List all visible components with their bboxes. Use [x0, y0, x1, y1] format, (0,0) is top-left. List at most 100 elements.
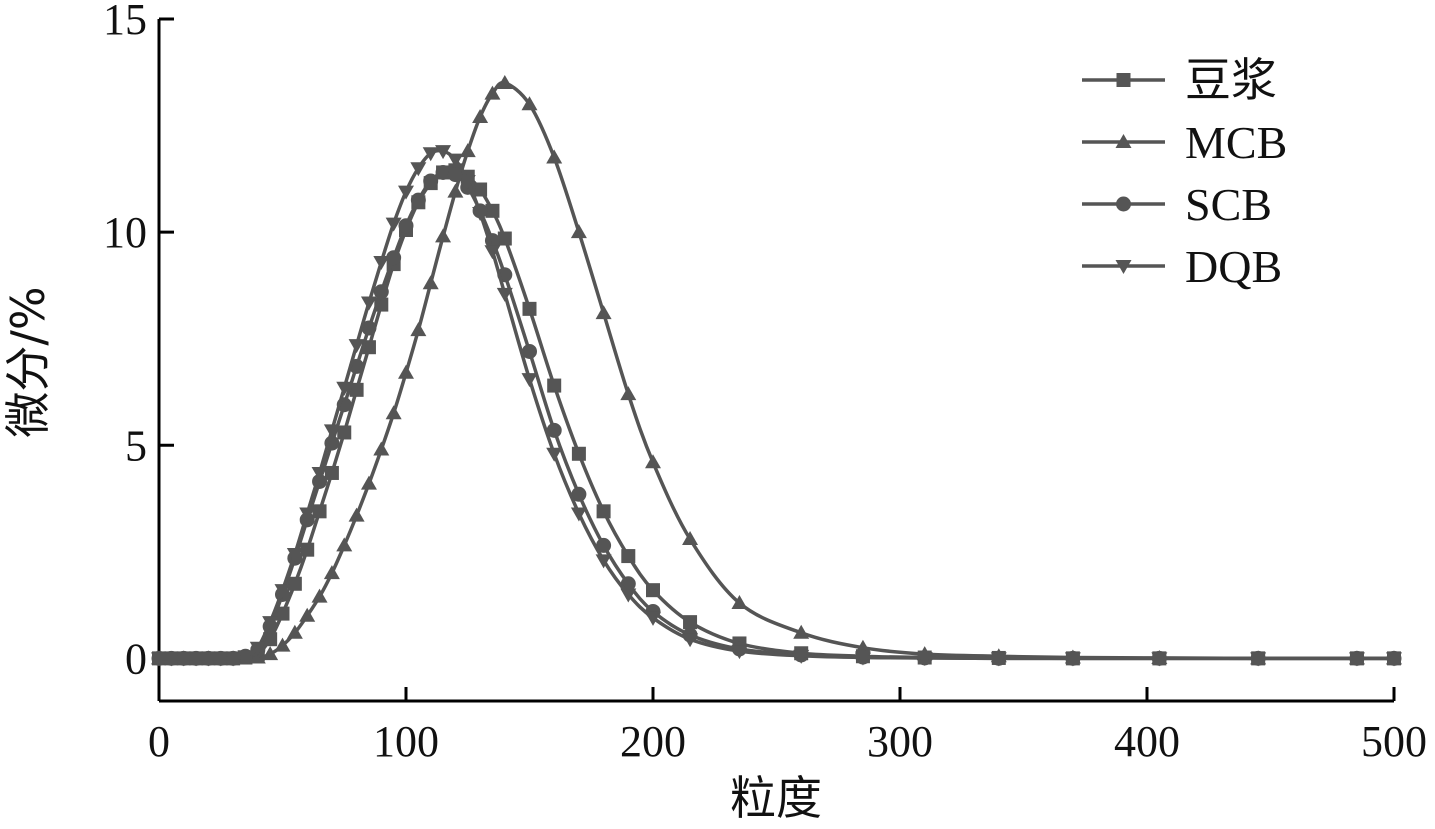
data-point — [275, 606, 290, 621]
data-point — [496, 74, 513, 89]
data-point — [496, 287, 513, 302]
x-tick-label: 500 — [1361, 717, 1427, 766]
data-point — [596, 504, 611, 519]
data-point — [472, 206, 489, 221]
data-point — [731, 594, 748, 609]
data-point — [521, 373, 538, 388]
data-point — [620, 386, 637, 401]
data-point — [571, 446, 586, 461]
data-point — [410, 192, 426, 208]
y-tick-label: 5 — [125, 421, 147, 470]
data-point — [311, 466, 328, 481]
data-point — [645, 611, 661, 626]
data-point — [336, 381, 353, 396]
data-point — [323, 565, 340, 580]
data-point — [175, 652, 192, 667]
legend-marker — [1116, 73, 1131, 87]
data-point — [151, 652, 167, 667]
data-point — [299, 507, 316, 522]
data-point — [546, 447, 563, 462]
data-point — [459, 143, 476, 158]
legend-item: MCB — [1082, 117, 1287, 168]
legend-marker — [1115, 134, 1132, 148]
data-point — [793, 624, 810, 639]
data-point — [621, 549, 636, 564]
series-DQB — [151, 145, 1402, 667]
x-tick-label: 300 — [867, 717, 933, 766]
series-group — [151, 74, 1402, 667]
data-point — [522, 343, 537, 359]
data-point — [497, 231, 512, 246]
data-point — [324, 465, 339, 480]
data-point — [337, 425, 352, 440]
data-point — [1250, 652, 1267, 667]
data-point — [286, 624, 303, 639]
data-point — [854, 651, 871, 666]
data-point — [398, 185, 414, 200]
data-point — [163, 652, 180, 667]
data-point — [212, 652, 229, 667]
data-point — [595, 305, 612, 320]
data-point — [1348, 652, 1365, 667]
data-point — [299, 607, 316, 622]
data-point — [485, 203, 500, 218]
data-point — [682, 633, 699, 648]
data-point — [1151, 652, 1168, 667]
legend-label: MCB — [1185, 117, 1287, 168]
data-point — [435, 145, 452, 160]
data-point — [447, 167, 463, 183]
data-point — [423, 173, 439, 189]
data-point — [323, 424, 340, 439]
data-point — [410, 322, 427, 337]
data-point — [200, 652, 217, 667]
legend-item: DQB — [1082, 241, 1282, 292]
data-point — [435, 228, 452, 243]
legend-marker — [1116, 196, 1131, 212]
data-point — [1064, 652, 1081, 667]
legend-label: 豆浆 — [1185, 53, 1277, 107]
data-point — [360, 296, 377, 311]
data-point — [225, 652, 242, 667]
data-point — [1386, 652, 1402, 667]
data-point — [916, 651, 933, 666]
axes — [157, 19, 1394, 703]
data-point — [546, 149, 563, 164]
data-point — [249, 641, 266, 656]
data-point — [595, 554, 612, 569]
data-point — [386, 250, 402, 266]
data-point — [472, 109, 489, 124]
data-point — [274, 637, 291, 652]
data-point — [522, 301, 537, 316]
data-point — [312, 504, 327, 519]
data-point — [854, 639, 871, 654]
x-axis-title: 粒度 — [730, 771, 822, 825]
data-point — [459, 174, 476, 189]
data-point — [262, 646, 279, 661]
data-point — [410, 162, 427, 177]
y-tick-label: 0 — [125, 634, 147, 683]
data-point — [546, 422, 562, 438]
data-point — [990, 652, 1007, 667]
data-point — [361, 320, 377, 336]
data-point — [570, 224, 587, 239]
data-point — [373, 255, 390, 270]
data-point — [188, 652, 205, 667]
series-line — [158, 80, 1394, 661]
y-tick-label: 10 — [103, 208, 147, 257]
y-ticks: 0 5 10 15 — [103, 0, 174, 683]
x-tick-label: 200 — [620, 717, 686, 766]
data-point — [682, 531, 699, 546]
data-point — [571, 486, 587, 502]
data-point — [274, 584, 291, 599]
legend: 豆浆 MCB SCB DQB — [1082, 53, 1287, 292]
data-point — [398, 218, 414, 234]
data-point — [287, 576, 302, 591]
data-point — [286, 547, 303, 562]
data-point — [447, 183, 464, 198]
data-point — [731, 645, 748, 660]
data-point — [447, 153, 464, 168]
data-point — [373, 284, 389, 300]
data-point — [570, 507, 587, 522]
data-point — [435, 164, 451, 180]
legend-label: DQB — [1185, 241, 1282, 292]
